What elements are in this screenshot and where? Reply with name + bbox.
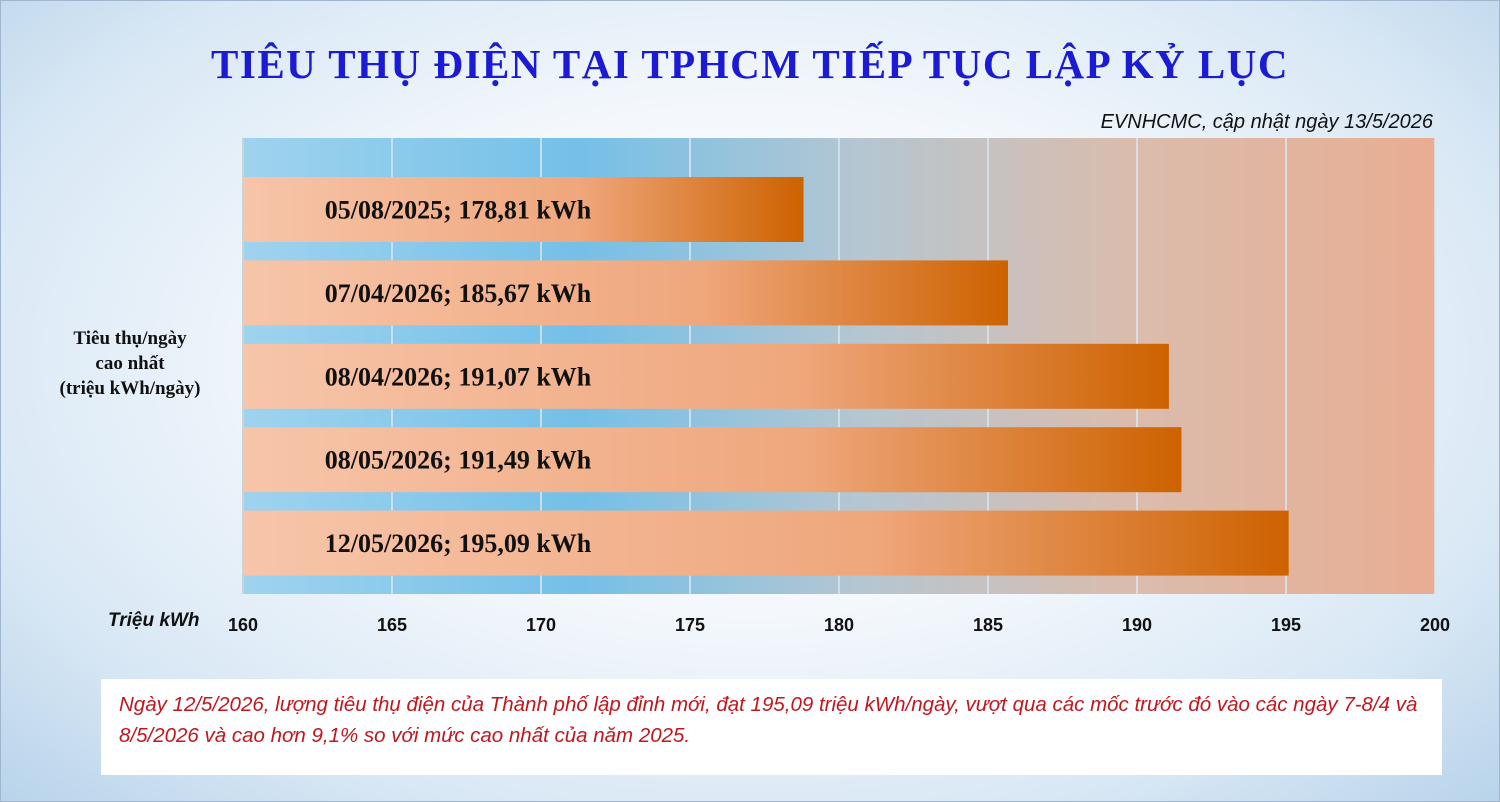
x-tick-label: 200 bbox=[1420, 615, 1450, 635]
y-axis-label-line: cao nhất bbox=[95, 353, 165, 374]
x-tick-label: 170 bbox=[526, 615, 556, 635]
x-axis-unit-label: Triệu kWh bbox=[108, 610, 200, 631]
y-axis-label-line: (triệu kWh/ngày) bbox=[59, 378, 201, 399]
bar bbox=[243, 260, 1008, 326]
x-tick-label: 180 bbox=[824, 615, 854, 635]
bar bbox=[243, 427, 1182, 493]
chart-title: TIÊU THỤ ĐIỆN TẠI TPHCM TIẾP TỤC LẬP KỶ … bbox=[211, 41, 1289, 87]
x-tick-label: 195 bbox=[1271, 615, 1301, 635]
y-axis-label-line: Tiêu thụ/ngày bbox=[73, 328, 187, 349]
bar bbox=[243, 343, 1169, 409]
bar-chart: 160 165 170 175 180 185 190 195 200 05/08/2025; 1… bbox=[228, 138, 1450, 635]
bar-data-label: 05/08/2025; 178,81 kWh bbox=[325, 196, 592, 225]
x-tick-label: 160 bbox=[228, 615, 258, 635]
x-tick-label: 175 bbox=[675, 615, 705, 635]
x-tick-label: 190 bbox=[1122, 615, 1152, 635]
bar bbox=[243, 510, 1289, 576]
source-note: EVNHCMC, cập nhật ngày 13/5/2026 bbox=[1100, 111, 1433, 133]
y-axis-label: Tiêu thụ/ngày cao nhất (triệu kWh/ngày) bbox=[30, 326, 230, 401]
bar-data-label: 07/04/2026; 185,67 kWh bbox=[325, 279, 592, 308]
bar-data-label: 12/05/2026; 195,09 kWh bbox=[325, 529, 592, 558]
summary-note-text: Ngày 12/5/2026, lượng tiêu thụ điện của … bbox=[119, 693, 1418, 747]
bar-data-label: 08/04/2026; 191,07 kWh bbox=[325, 362, 592, 391]
bar-data-label: 08/05/2026; 191,49 kWh bbox=[325, 446, 592, 475]
x-tick-label: 185 bbox=[973, 615, 1003, 635]
x-tick-label: 165 bbox=[377, 615, 407, 635]
bar bbox=[243, 177, 804, 242]
summary-note-box: Ngày 12/5/2026, lượng tiêu thụ điện của … bbox=[101, 679, 1442, 775]
